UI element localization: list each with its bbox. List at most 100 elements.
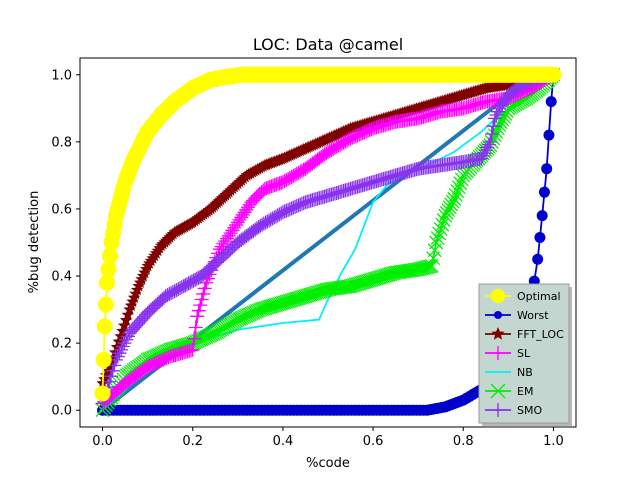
y-tick-label: 1.0 xyxy=(51,68,72,83)
data-point xyxy=(97,296,114,313)
data-point xyxy=(95,351,112,368)
legend-item: FFT_LOC xyxy=(485,327,564,341)
data-point xyxy=(230,312,245,327)
data-point xyxy=(102,247,119,264)
x-tick-label: 0.2 xyxy=(182,434,203,449)
data-point xyxy=(118,319,131,331)
data-point xyxy=(104,369,118,384)
data-point xyxy=(187,331,202,346)
legend-label: EM xyxy=(517,385,533,398)
data-point xyxy=(169,283,184,298)
legend-label: FFT_LOC xyxy=(517,328,564,341)
data-point xyxy=(453,176,468,191)
data-point xyxy=(197,281,212,296)
data-point xyxy=(196,286,211,301)
data-point xyxy=(197,330,212,345)
legend-marker xyxy=(490,383,506,399)
plot-area xyxy=(79,57,577,428)
x-tick-label: 0.6 xyxy=(363,434,384,449)
data-point xyxy=(432,226,447,241)
data-point xyxy=(158,289,173,304)
data-point xyxy=(475,148,490,163)
data-point xyxy=(164,286,179,301)
data-point xyxy=(194,332,209,347)
y-tick-label: 0.2 xyxy=(51,337,72,352)
data-point xyxy=(450,184,465,199)
legend: Optimal Worst FFT_LOC SL NB EM SMO xyxy=(478,283,572,426)
data-point xyxy=(435,217,450,232)
data-point xyxy=(190,309,205,324)
data-point xyxy=(223,226,238,241)
data-point xyxy=(487,111,502,126)
x-tick-label: 0.8 xyxy=(453,434,474,449)
legend-label: NB xyxy=(517,366,533,379)
data-point xyxy=(121,308,134,321)
x-axis: 0.0 0.2 0.4 0.6 0.8 1.0 xyxy=(92,427,564,449)
data-point xyxy=(201,329,216,344)
data-point xyxy=(112,346,127,361)
data-point xyxy=(110,349,125,364)
legend-item: Optimal xyxy=(485,289,561,303)
data-point xyxy=(538,186,550,198)
legend-marker xyxy=(491,346,505,360)
data-point xyxy=(242,307,257,322)
data-point xyxy=(423,259,437,274)
data-point xyxy=(171,282,186,297)
data-point xyxy=(225,223,240,238)
data-point xyxy=(433,222,448,237)
legend-item: Worst xyxy=(485,309,549,322)
data-point xyxy=(490,104,505,119)
data-point xyxy=(246,305,261,320)
data-point xyxy=(448,188,463,202)
data-point xyxy=(236,310,250,325)
x-tick-label: 0.4 xyxy=(273,434,294,449)
data-point xyxy=(218,234,233,249)
data-point xyxy=(234,311,249,326)
data-point xyxy=(114,342,129,357)
data-point xyxy=(421,259,436,274)
data-point xyxy=(543,129,555,141)
data-point xyxy=(191,303,206,318)
y-tick-label: 0.6 xyxy=(51,202,72,217)
data-point xyxy=(117,336,132,351)
data-point xyxy=(241,308,256,322)
y-axis: 0.0 0.2 0.4 0.6 0.8 1.0 xyxy=(51,68,80,419)
legend-item: SMO xyxy=(485,403,542,417)
data-point xyxy=(419,260,434,275)
data-point xyxy=(221,228,236,243)
data-point xyxy=(478,143,493,158)
data-point xyxy=(219,231,234,246)
data-point xyxy=(189,334,204,349)
data-point xyxy=(102,374,117,389)
data-point xyxy=(194,292,209,307)
data-point xyxy=(162,287,177,302)
series-layer xyxy=(94,66,562,418)
data-point xyxy=(451,180,466,195)
data-point xyxy=(160,288,175,303)
data-point xyxy=(545,66,562,83)
data-point xyxy=(244,306,259,321)
data-point xyxy=(477,146,492,161)
legend-item: EM xyxy=(485,383,533,399)
data-point xyxy=(484,127,499,142)
y-axis-label: %bug detection xyxy=(27,191,42,294)
data-point xyxy=(107,358,122,373)
data-point xyxy=(167,284,182,299)
data-point xyxy=(545,96,557,108)
legend-label: SL xyxy=(517,347,531,360)
data-point xyxy=(196,331,211,346)
series-optimal xyxy=(94,66,562,402)
data-point xyxy=(114,329,127,342)
y-tick-label: 0.0 xyxy=(51,404,72,419)
x-tick-label: 1.0 xyxy=(543,434,564,449)
plot-frame xyxy=(79,57,577,428)
data-point xyxy=(483,134,498,149)
data-point xyxy=(239,308,254,323)
data-point xyxy=(486,119,501,134)
data-point xyxy=(99,274,116,291)
data-point xyxy=(185,342,200,357)
data-point xyxy=(94,385,111,402)
data-point xyxy=(474,151,489,166)
data-point xyxy=(447,191,462,206)
legend-marker xyxy=(491,403,505,417)
